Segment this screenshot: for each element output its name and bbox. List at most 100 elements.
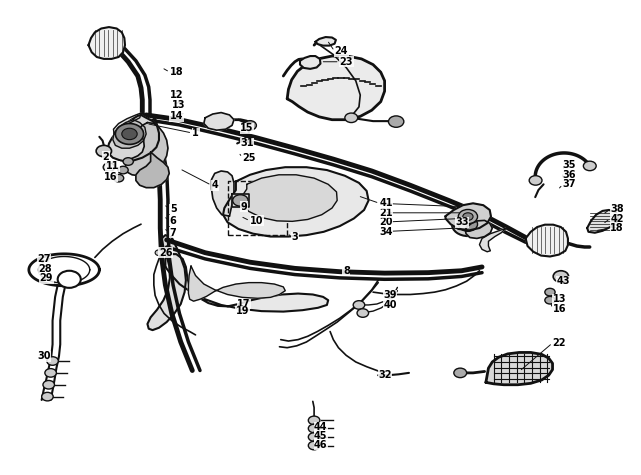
Text: 38: 38 <box>610 204 624 214</box>
Text: 12: 12 <box>170 90 183 100</box>
Text: 8: 8 <box>343 266 350 276</box>
Polygon shape <box>287 56 385 120</box>
Polygon shape <box>223 167 369 237</box>
Circle shape <box>545 296 555 304</box>
Circle shape <box>529 176 542 185</box>
Text: 2: 2 <box>103 152 110 162</box>
Polygon shape <box>479 228 506 252</box>
Circle shape <box>308 441 320 450</box>
Text: 17: 17 <box>237 299 251 309</box>
Circle shape <box>454 368 467 378</box>
Text: 43: 43 <box>556 276 570 286</box>
Polygon shape <box>113 113 141 135</box>
Text: 30: 30 <box>37 351 51 361</box>
Polygon shape <box>465 220 492 238</box>
Text: 21: 21 <box>379 208 393 218</box>
Polygon shape <box>113 120 146 148</box>
Text: 4: 4 <box>212 180 219 190</box>
Text: 39: 39 <box>383 290 397 301</box>
Polygon shape <box>147 235 186 330</box>
Polygon shape <box>88 27 125 59</box>
Text: 33: 33 <box>455 217 469 228</box>
Circle shape <box>458 209 478 224</box>
Text: 13: 13 <box>172 99 185 110</box>
Polygon shape <box>136 152 169 188</box>
Circle shape <box>123 158 133 165</box>
Circle shape <box>452 212 484 236</box>
Circle shape <box>118 166 128 174</box>
Circle shape <box>583 161 596 171</box>
Polygon shape <box>108 115 159 162</box>
Circle shape <box>308 424 320 433</box>
Text: 23: 23 <box>340 57 353 67</box>
Text: 42: 42 <box>610 213 624 224</box>
Text: 34: 34 <box>379 227 393 237</box>
Polygon shape <box>300 56 320 69</box>
Circle shape <box>42 392 53 401</box>
Polygon shape <box>242 175 337 221</box>
Circle shape <box>388 116 404 127</box>
Text: 31: 31 <box>240 138 254 149</box>
Text: 15: 15 <box>240 123 254 133</box>
Text: 9: 9 <box>240 201 247 212</box>
Circle shape <box>45 369 56 377</box>
Text: 45: 45 <box>314 431 328 441</box>
Text: 3: 3 <box>292 232 299 243</box>
Polygon shape <box>188 266 285 301</box>
Text: 18: 18 <box>170 67 183 77</box>
Text: 35: 35 <box>563 160 576 171</box>
Text: 36: 36 <box>563 170 576 180</box>
Polygon shape <box>486 352 553 385</box>
Circle shape <box>458 217 478 231</box>
Circle shape <box>96 145 112 157</box>
Circle shape <box>113 174 124 182</box>
Text: 44: 44 <box>314 422 328 433</box>
Text: 6: 6 <box>170 216 177 226</box>
Circle shape <box>308 433 320 441</box>
Text: 13: 13 <box>553 294 566 304</box>
Text: 29: 29 <box>40 273 53 284</box>
Circle shape <box>122 128 137 140</box>
Circle shape <box>463 213 473 220</box>
Text: 16: 16 <box>553 304 566 314</box>
Polygon shape <box>315 37 336 46</box>
Circle shape <box>233 195 248 206</box>
Polygon shape <box>587 210 619 233</box>
Text: 28: 28 <box>38 264 52 274</box>
Text: 40: 40 <box>383 300 397 310</box>
Polygon shape <box>212 171 234 216</box>
Circle shape <box>155 250 163 256</box>
Circle shape <box>115 124 144 144</box>
Text: 32: 32 <box>378 370 392 380</box>
Circle shape <box>47 357 58 365</box>
Text: 7: 7 <box>170 228 177 238</box>
Text: 1: 1 <box>192 128 199 138</box>
Circle shape <box>357 309 369 317</box>
Text: 18: 18 <box>610 223 624 233</box>
Text: 22: 22 <box>553 338 566 348</box>
Text: 41: 41 <box>379 198 393 209</box>
Polygon shape <box>526 225 568 256</box>
Polygon shape <box>125 123 168 176</box>
Polygon shape <box>165 254 328 312</box>
Circle shape <box>545 288 555 296</box>
Circle shape <box>244 121 256 130</box>
Text: 46: 46 <box>314 439 328 450</box>
Text: 10: 10 <box>250 216 263 226</box>
Circle shape <box>345 113 358 123</box>
Circle shape <box>58 271 81 288</box>
Text: 16: 16 <box>104 171 117 182</box>
Text: 24: 24 <box>335 46 348 57</box>
Text: 27: 27 <box>37 254 51 265</box>
Text: 14: 14 <box>170 111 183 122</box>
Polygon shape <box>204 113 234 130</box>
Text: 19: 19 <box>236 306 249 316</box>
Text: 25: 25 <box>242 152 256 163</box>
Text: 20: 20 <box>379 217 393 228</box>
Text: 5: 5 <box>170 204 177 214</box>
Text: 37: 37 <box>563 179 576 190</box>
Text: 26: 26 <box>159 247 172 258</box>
Circle shape <box>353 301 365 309</box>
Circle shape <box>308 416 320 425</box>
Polygon shape <box>232 194 249 207</box>
